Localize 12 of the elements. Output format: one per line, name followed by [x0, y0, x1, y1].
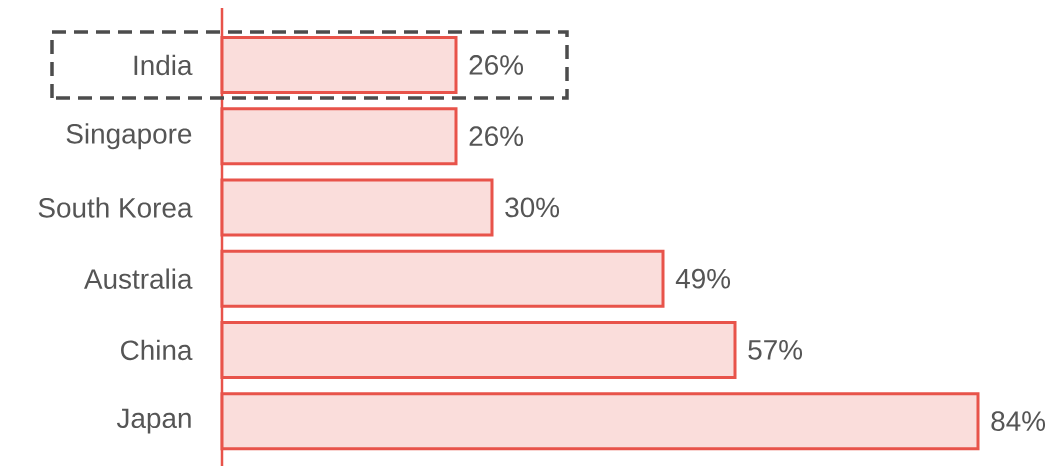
data-label: 49%: [675, 268, 731, 289]
y-tick-label: Singapore: [66, 123, 192, 150]
data-label: 30%: [505, 197, 560, 218]
y-tick-label: Japan: [116, 408, 191, 434]
data-label: 26%: [469, 55, 524, 75]
y-tick-label: India: [134, 54, 193, 76]
y-tick-label: South Korea: [38, 197, 193, 218]
y-tick-label: Australia: [84, 268, 193, 289]
data-label: 26%: [469, 126, 524, 147]
y-tick-label: China: [121, 339, 193, 361]
data-label: 57%: [748, 340, 803, 360]
data-label: 84%: [991, 411, 1046, 431]
